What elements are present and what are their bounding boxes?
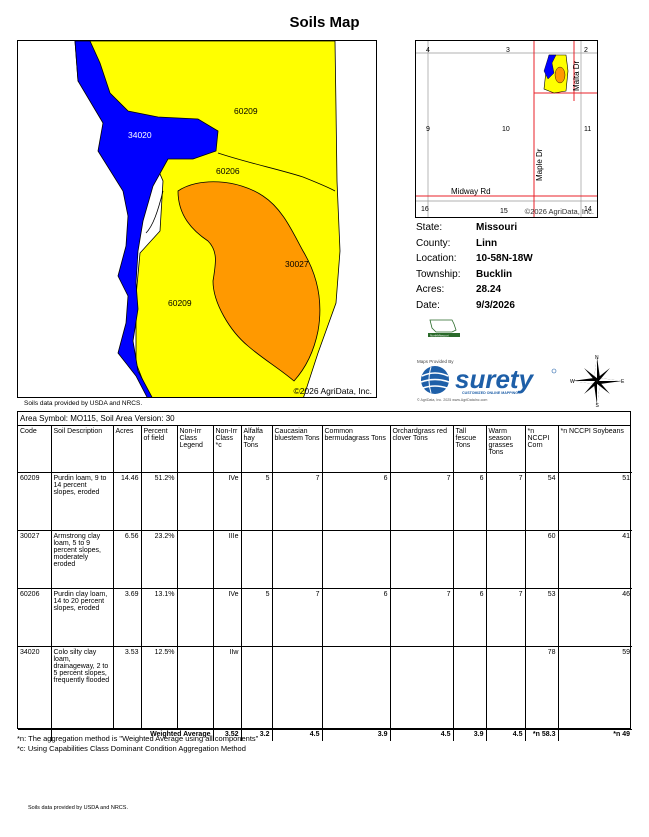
section-number: 14 — [584, 206, 592, 213]
soil-boundary-line — [145, 190, 164, 234]
info-row-state: State: Missouri — [416, 222, 518, 234]
locator-copyright: ©2026 AgriData, Inc. — [524, 207, 594, 216]
info-row-county: County: Linn — [416, 237, 498, 249]
col-header: Code — [18, 426, 52, 473]
section-number: 16 — [421, 206, 429, 213]
col-header: *n NCCPI Corn — [525, 426, 559, 473]
section-number: 11 — [584, 126, 591, 133]
table-row: 30027 Armstrong clay loam, 5 to 9 percen… — [18, 530, 632, 589]
soil-data-table: Code Soil Description Acres Percent of f… — [18, 426, 632, 741]
field-polygon-30027 — [177, 181, 321, 382]
soil-boundary-line — [217, 152, 336, 192]
col-header: Non-Irr Class Legend — [177, 426, 214, 473]
legend-swatch-cell — [177, 530, 214, 589]
surety-tagline: CUSTOMIZED ONLINE MAPPING — [462, 391, 519, 395]
field-polygon-34020 — [74, 41, 219, 397]
info-row-acres: Acres: 28.24 — [416, 284, 502, 296]
section-number: 2 — [584, 47, 588, 54]
section-number: 9 — [426, 126, 430, 133]
col-header: Alfalfa hay Tons — [241, 426, 273, 473]
north-missouri-logo: NorthMissouri — [428, 319, 460, 337]
col-header: *n NCCPI Soybeans — [558, 426, 632, 473]
weighted-average-row: Weighted Average 3.52 3.2 4.5 3.9 4.5 3.… — [18, 729, 632, 741]
col-header: Soil Description — [51, 426, 114, 473]
soil-label: 60209 — [234, 106, 258, 116]
soils-map-canvas: 34020 60209 60206 30027 60209 — [74, 41, 341, 397]
svg-text:NorthMissouri: NorthMissouri — [430, 333, 449, 337]
field-info: State: Missouri County: Linn Location: 10-5… — [416, 220, 533, 313]
section-number: 10 — [502, 126, 510, 133]
surety-sub: © AgriData, Inc. 2025 www.AgriDataInc.co… — [417, 398, 488, 402]
col-header: Acres — [113, 426, 142, 473]
soil-label: 34020 — [128, 130, 152, 140]
footnote-class: *c: Using Capabilities Class Dominant Co… — [17, 744, 246, 753]
soils-map[interactable]: 34020 60209 60206 30027 60209 ©2026 Agri… — [17, 40, 377, 398]
map-source-note: Soils data provided by USDA and NRCS. — [24, 400, 143, 407]
section-number: 4 — [426, 47, 430, 54]
footnote-aggregation: *n: The aggregation method is "Weighted … — [17, 734, 259, 743]
svg-text:W: W — [570, 379, 575, 385]
table-header-row: Code Soil Description Acres Percent of f… — [18, 426, 632, 473]
table-row: 60209 Purdin loam, 9 to 14 percent slope… — [18, 472, 632, 531]
svg-text:surety: surety — [455, 365, 535, 394]
col-header: Orchardgrass red clover Tons — [390, 426, 454, 473]
page-title: Soils Map — [289, 14, 360, 31]
legend-swatch-cell — [177, 472, 214, 531]
soils-table: Area Symbol: MO115, Soil Area Version: 3… — [17, 411, 632, 741]
soil-label: 60206 — [216, 166, 240, 176]
surety-logo[interactable]: surety — [417, 365, 560, 397]
page-footer: Soils data provided by USDA and NRCS. — [28, 805, 128, 811]
info-row-date: Date: 9/3/2026 — [416, 299, 515, 311]
legend-swatch-cell — [177, 588, 214, 647]
soil-label: 60209 — [168, 298, 192, 308]
svg-text:E: E — [621, 379, 625, 385]
road-label-midway: Midway Rd — [451, 187, 491, 196]
col-header: Caucasian bluestem Tons — [272, 426, 323, 473]
compass-rose-icon: N S W E — [570, 355, 625, 407]
map-copyright: ©2026 AgriData, Inc. — [293, 386, 372, 396]
col-header: Non-Irr Class *c — [213, 426, 242, 473]
section-number: 15 — [500, 208, 508, 215]
soil-label: 30027 — [285, 259, 309, 269]
col-header: Percent of field — [141, 426, 178, 473]
section-number: 3 — [506, 47, 510, 54]
legend-swatch-cell — [177, 646, 214, 730]
area-symbol: Area Symbol: MO115, Soil Area Version: 3… — [18, 412, 630, 426]
maps-provided-by: Maps Provided By — [417, 359, 454, 364]
col-header: Common bermudagrass Tons — [322, 426, 391, 473]
globe-icon — [420, 366, 450, 394]
road-label-malta: Malta Dr — [572, 60, 581, 91]
info-row-location: Location: 10-58N-18W — [416, 253, 533, 265]
table-row: 34020 Colo silty clay loam, drainageway,… — [18, 646, 632, 730]
road-label-maple: Maple Dr — [535, 148, 544, 181]
info-row-township: Township: Bucklin — [416, 268, 513, 280]
table-row: 60206 Purdin clay loam, 14 to 20 percent… — [18, 588, 632, 647]
locator-map-canvas: 4 3 2 9 10 11 16 15 14 Malta Dr Maple Dr… — [416, 41, 597, 217]
locator-map[interactable]: 4 3 2 9 10 11 16 15 14 Malta Dr Maple Dr… — [415, 40, 598, 218]
svg-text:N: N — [595, 355, 599, 361]
col-header: Tall fescue Tons — [453, 426, 487, 473]
svg-text:S: S — [596, 403, 600, 407]
col-header: Warm season grasses Tons — [486, 426, 526, 473]
